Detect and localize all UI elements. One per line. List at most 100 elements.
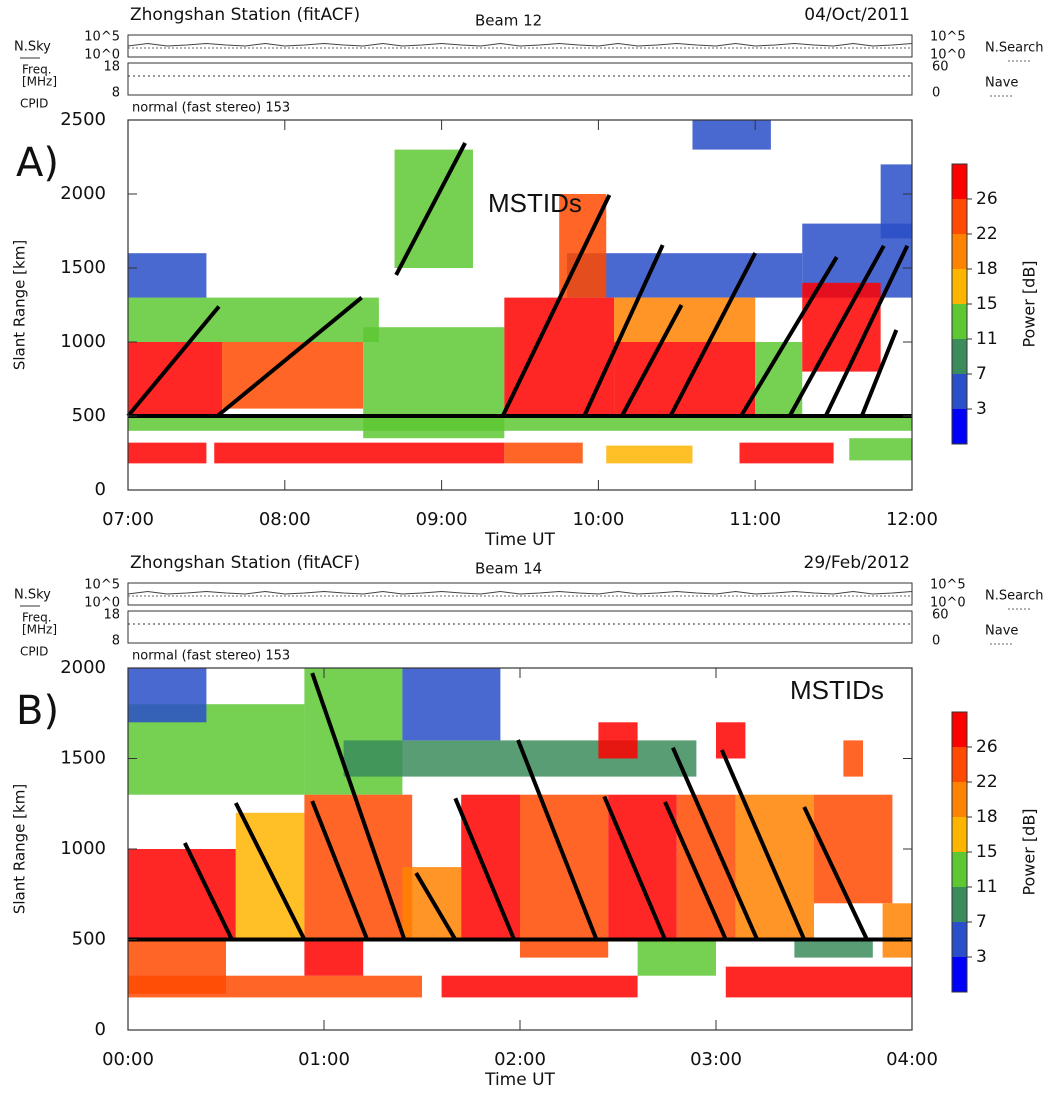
- colorbar-tick-label: 7: [976, 364, 987, 384]
- colorbar-tick-label: 22: [976, 224, 998, 244]
- echo-patch: [128, 297, 379, 342]
- y-tick-label: 1500: [60, 257, 106, 278]
- echo-patch: [739, 442, 834, 464]
- mstid-line: [453, 797, 516, 941]
- colorbar-tick-label: 3: [976, 399, 987, 419]
- echo-patch: [504, 297, 615, 416]
- y-tick-label: 500: [72, 405, 106, 426]
- echo-patch: [128, 849, 236, 940]
- mstid-line: [739, 256, 839, 418]
- x-tick-label: 00:00: [102, 1049, 154, 1070]
- freq-tick-label: 8: [112, 86, 120, 101]
- y-tick-label: 2000: [60, 657, 106, 678]
- echo-patch: [394, 149, 473, 268]
- nave-tick-label: 60: [932, 608, 949, 623]
- colorbar-swatch: [952, 374, 967, 409]
- echo-patch: [882, 903, 912, 958]
- freq-label: Freq.: [22, 611, 52, 625]
- nave-tick-label: 0: [932, 634, 940, 649]
- colorbar-swatch: [952, 922, 967, 957]
- echo-patch: [461, 794, 520, 940]
- colorbar-tick-label: 26: [976, 737, 998, 757]
- colorbar-tick-label: 18: [976, 807, 998, 827]
- freq-strip: [127, 610, 913, 644]
- echo-patch: [363, 327, 505, 439]
- echo-patch: [304, 939, 364, 976]
- echo-patch: [608, 794, 677, 940]
- mstid-line: [310, 800, 369, 941]
- echo-patch: [606, 445, 693, 464]
- x-tick-label: 02:00: [494, 1049, 546, 1070]
- mstid-line: [582, 244, 665, 417]
- beam: Beam 14: [475, 560, 542, 578]
- mstid-line: [859, 329, 899, 417]
- nsearch-tick-label: 10^5: [930, 578, 966, 593]
- y-axis-label: Slant Range [km]: [11, 240, 29, 370]
- echo-patch: [128, 342, 223, 416]
- mstid-line: [500, 194, 612, 417]
- y-tick-label: 1000: [60, 838, 106, 859]
- y-tick-label: 1500: [60, 748, 106, 769]
- echo-patch: [843, 740, 863, 777]
- x-tick-label: 03:00: [690, 1049, 742, 1070]
- mstid-line: [802, 806, 869, 941]
- annotation: MSTIDs: [790, 675, 884, 705]
- y-tick-label: 0: [95, 479, 106, 500]
- colorbar-swatch: [952, 339, 967, 374]
- y-tick-label: 500: [72, 929, 106, 950]
- colorbar-label: Power [dB]: [1020, 260, 1039, 347]
- freq-label: Freq.: [22, 63, 52, 77]
- x-axis-label: Time UT: [484, 1070, 555, 1090]
- x-tick-label: 11:00: [729, 509, 781, 530]
- mstid-line: [394, 142, 467, 276]
- mstid-line: [823, 244, 910, 417]
- colorbar-swatch: [952, 852, 967, 887]
- echo-patch: [637, 939, 716, 976]
- nsearch-label: N.Search: [985, 589, 1044, 604]
- mstid-line: [787, 244, 886, 417]
- x-tick-label: 09:00: [416, 509, 468, 530]
- colorbar-swatch: [952, 199, 967, 234]
- freq-tick-label: 18: [103, 60, 120, 75]
- nave-label: Nave: [985, 624, 1018, 639]
- colorbar-tick-label: 7: [976, 912, 987, 932]
- plot-frame: [127, 119, 913, 491]
- nsky-tick-label: 10^0: [84, 48, 120, 63]
- colorbar-tick-label: 15: [976, 294, 998, 314]
- echo-patch: [614, 342, 756, 416]
- mstid-line: [234, 802, 307, 941]
- echo-patch: [814, 794, 893, 904]
- nsky-trace: [127, 42, 913, 47]
- freq-strip: [127, 62, 913, 96]
- echo-patch: [614, 297, 756, 342]
- x-tick-label: 01:00: [298, 1049, 350, 1070]
- echo-patch: [880, 164, 912, 239]
- y-axis-label: Slant Range [km]: [11, 784, 29, 914]
- cpid-text: normal (fast stereo) 153: [132, 649, 290, 664]
- echo-patch: [504, 442, 583, 464]
- date: 04/Oct/2011: [804, 5, 910, 25]
- colorbar-tick-label: 3: [976, 947, 987, 967]
- mstid-line: [183, 842, 234, 941]
- y-tick-label: 2000: [60, 183, 106, 204]
- colorbar-swatch: [952, 164, 967, 199]
- colorbar-swatch: [952, 234, 967, 269]
- echo-patch: [598, 722, 638, 759]
- panel: Zhongshan Station (fitACF) Beam 14 29/Feb/…: [11, 553, 1044, 1090]
- date: 29/Feb/2012: [804, 553, 910, 573]
- nsearch-tick-label: 10^0: [930, 596, 966, 611]
- echo-patch: [214, 442, 505, 464]
- colorbar-swatch: [952, 887, 967, 922]
- nsearch-tick-label: 10^5: [930, 30, 966, 45]
- mstid-line: [720, 749, 807, 941]
- echo-patch: [849, 438, 912, 461]
- x-tick-label: 10:00: [572, 509, 624, 530]
- nave-tick-label: 0: [932, 86, 940, 101]
- colorbar-swatch: [952, 712, 967, 747]
- colorbar-swatch: [952, 747, 967, 782]
- panel: Zhongshan Station (fitACF) Beam 12 04/Oct/…: [11, 5, 1044, 550]
- freq-label: [MHz]: [22, 75, 57, 89]
- mstid-line: [310, 672, 407, 941]
